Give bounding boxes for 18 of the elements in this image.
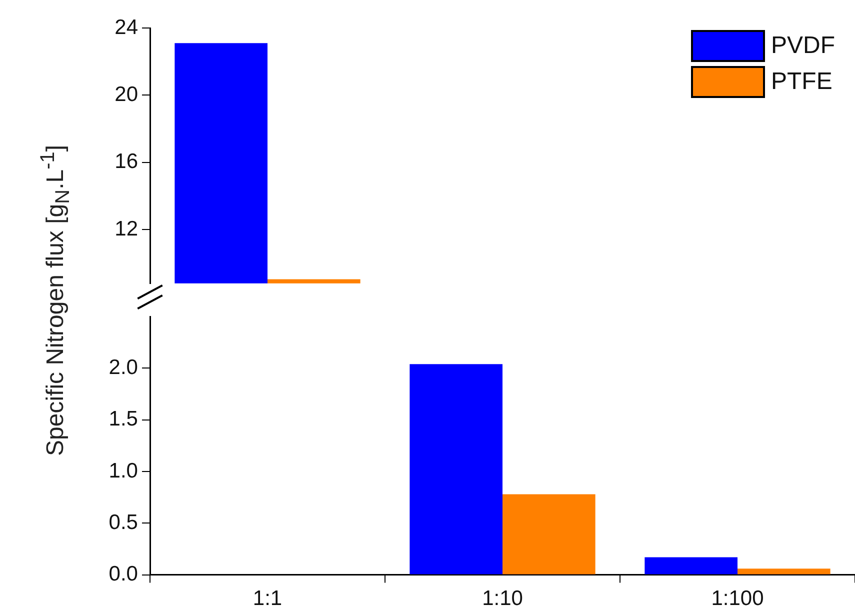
y-tick-label: 1.5 (108, 408, 138, 431)
bar (644, 557, 738, 574)
y-tick-label: 0.0 (108, 562, 138, 586)
bar (738, 568, 830, 574)
x-tick-label: 1:10 (482, 587, 523, 610)
y-tick-label: 12 (114, 217, 138, 240)
y-tick-label: 1.0 (108, 459, 138, 482)
y-tick-label: 0.5 (108, 510, 138, 534)
legend-label: PTFE (770, 68, 832, 96)
y-tick-label: 20 (114, 83, 138, 106)
x-tick-label: 1:100 (711, 587, 764, 610)
legend-label: PVDF (770, 32, 835, 60)
y-tick-label: 2.0 (108, 356, 138, 380)
y-tick-label: 16 (114, 150, 138, 174)
x-tick-label: 1:1 (252, 587, 282, 610)
y-tick-label: 24 (114, 16, 138, 39)
bar (502, 494, 596, 574)
bar (410, 364, 502, 574)
